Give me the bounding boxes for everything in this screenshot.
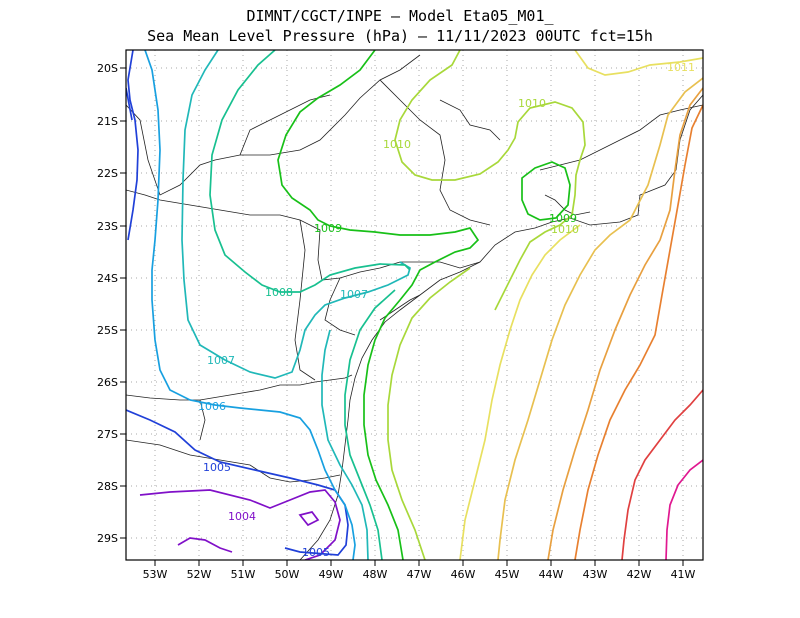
lat-label: 23S [97,220,118,233]
lon-label: 47W [407,568,432,581]
isobar-1016 [665,459,703,560]
contour-labels: 1011 1010 1010 1010 1009 1009 1008 1007 … [198,61,695,559]
lon-label: 53W [143,568,168,581]
lat-label: 25S [97,324,118,337]
contour-label: 1004 [228,510,256,523]
isobar-1012 [497,77,703,560]
lon-label: 43W [583,568,608,581]
lon-label: 48W [363,568,388,581]
lon-label: 42W [627,568,652,581]
contour-label: 1010 [518,97,546,110]
lat-label: 20S [97,62,118,75]
lon-label: 44W [539,568,564,581]
lon-label: 41W [671,568,696,581]
map-frame [126,50,703,560]
isobar-1008 [209,50,411,560]
lat-label: 28S [97,480,118,493]
isobar-1009-ring [521,161,571,221]
isobar-1007 [181,50,411,560]
lon-label: 51W [231,568,256,581]
lat-label: 24S [97,272,118,285]
lat-label: 27S [97,428,118,441]
isobar-1014 [574,104,703,560]
lat-axis-labels: 20S 21S 22S 23S 24S 25S 26S 27S 28S 29S [97,62,118,545]
lon-label: 52W [187,568,212,581]
lat-label: 22S [97,167,118,180]
contour-label: 1008 [265,286,293,299]
isobar-1011 [459,50,703,560]
contour-label: 1006 [198,400,226,413]
isobar-1005-west [126,50,139,241]
contour-label: 1007 [207,354,235,367]
lat-label: 29S [97,532,118,545]
isobar-1005 [126,409,349,556]
lon-label: 50W [275,568,300,581]
lon-axis-labels: 53W 52W 51W 50W 49W 48W 47W 46W 45W 44W … [143,568,696,581]
map-title-line1: DIMNT/CGCT/INPE – Model Eta05_M01_ [246,7,554,25]
contour-label: 1010 [383,138,411,151]
contour-label: 1010 [551,223,579,236]
isobar-1009-north [277,50,480,560]
contour-label: 1005 [203,461,231,474]
isobar-1015 [621,389,703,560]
contour-label: 1011 [667,61,695,74]
lon-label: 49W [319,568,344,581]
lat-label: 26S [97,376,118,389]
isobars [126,50,703,560]
lat-lon-grid [126,50,703,560]
coastline-and-borders [126,54,703,560]
isobar-1010-south [387,267,471,560]
contour-label: 1007 [340,288,368,301]
contour-label: 1005 [302,546,330,559]
lon-label: 46W [451,568,476,581]
isobar-1006 [144,50,356,560]
lat-label: 21S [97,115,118,128]
lon-label: 45W [495,568,520,581]
isobar-1004 [139,489,341,560]
contour-label: 1009 [314,222,342,235]
isobar-1013 [547,87,703,560]
contour-label: 1009 [549,212,577,225]
isobar-1010-loop [394,50,586,311]
map-title-line2: Sea Mean Level Pressure (hPa) – 11/11/20… [147,27,653,45]
